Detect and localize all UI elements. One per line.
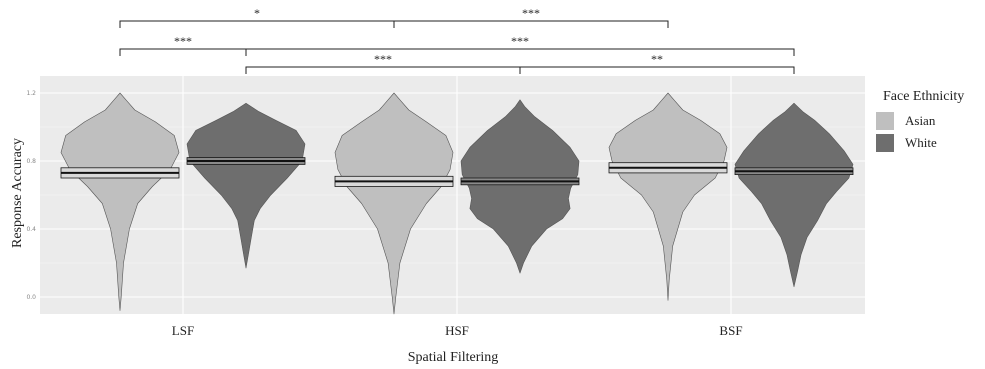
y-tick-label: 0.8 — [26, 158, 36, 165]
violin-lsf-asian — [60, 92, 180, 311]
legend-swatch-white — [876, 134, 894, 152]
x-category-label: LSF — [172, 323, 194, 338]
violin-hsf-asian — [334, 92, 454, 315]
y-tick-label: 1.2 — [26, 90, 36, 97]
significance-bracket — [119, 20, 395, 28]
y-tick-labels: 0.0 0.4 0.8 1.2 — [26, 90, 36, 301]
significance-label: *** — [174, 34, 192, 48]
x-axis-title: Spatial Filtering — [408, 350, 499, 365]
violin-bsf-asian — [608, 92, 728, 301]
violin-hsf-white — [460, 99, 580, 274]
legend-items: Asian White — [876, 112, 937, 152]
significance-bracket — [393, 20, 669, 28]
y-tick-label: 0.4 — [26, 226, 36, 233]
significance-bracket — [519, 66, 795, 74]
violin-bsf-white — [734, 102, 854, 288]
significance-label: *** — [522, 6, 540, 20]
violin-lsf-white — [186, 102, 306, 269]
significance-bracket — [245, 48, 795, 56]
legend-title: Face Ethnicity — [883, 89, 964, 104]
significance-brackets: * ****** ****** ** — [119, 6, 795, 74]
significance-label: *** — [511, 34, 529, 48]
significance-label: ** — [651, 52, 663, 66]
significance-bracket — [245, 66, 521, 74]
grid-lines — [40, 76, 865, 314]
x-category-label: BSF — [719, 323, 742, 338]
legend-swatch-asian — [876, 112, 894, 130]
y-axis-title: Response Accuracy — [10, 138, 25, 248]
significance-label: *** — [374, 52, 392, 66]
y-tick-label: 0.0 — [26, 294, 36, 301]
legend-label-asian: Asian — [905, 113, 936, 128]
legend-label-white: White — [905, 135, 937, 150]
x-category-label: HSF — [445, 323, 469, 338]
legend: Face Ethnicity Asian White — [876, 89, 964, 152]
violins — [60, 92, 854, 315]
significance-label: * — [254, 6, 260, 20]
x-category-labels: LSF HSF BSF — [172, 323, 743, 338]
significance-bracket — [119, 48, 247, 56]
